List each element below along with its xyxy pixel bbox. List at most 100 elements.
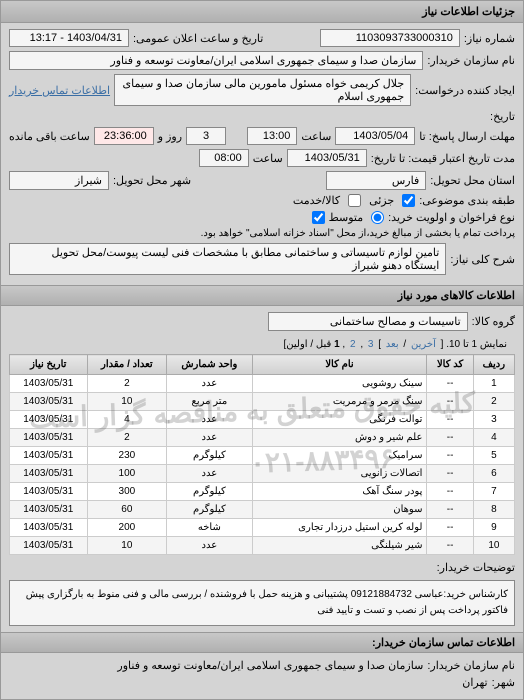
cell-name: توالت فرنگی xyxy=(252,411,427,429)
org-value: سازمان صدا و سیمای جمهوری اسلامی ایران/م… xyxy=(117,659,423,672)
table-row[interactable]: 10--شیر شیلنگیعدد101403/05/31 xyxy=(10,537,515,555)
cell-name: سنگ مرمر و مرمریت xyxy=(252,393,427,411)
cell-n: 1 xyxy=(473,375,514,393)
pager-p3[interactable]: 3 xyxy=(368,339,374,350)
cell-unit: کیلوگرم xyxy=(167,447,252,465)
row-city2: شهر: تهران xyxy=(9,676,515,689)
cell-name: علم شیر و دوش xyxy=(252,429,427,447)
deadline-date-field: 1403/05/04 xyxy=(335,127,415,145)
contact-link[interactable]: اطلاعات تماس خریدار xyxy=(9,84,110,97)
cell-code: -- xyxy=(427,501,473,519)
price-validity-label: مدت تاریخ اعتبار قیمت: تا تاریخ: xyxy=(371,152,515,165)
cell-n: 6 xyxy=(473,465,514,483)
time-label2: ساعت xyxy=(253,152,283,165)
notes-box: کارشناس خرید:عباسی 09121884732 پشتیبانی … xyxy=(9,580,515,626)
city2-value: تهران xyxy=(462,676,487,689)
remain-suffix: ساعت باقی مانده xyxy=(9,130,90,143)
price-time-field: 08:00 xyxy=(199,149,249,167)
payment-checkbox[interactable] xyxy=(312,211,325,224)
payment-note: پرداخت تمام یا بخشی از مبالغ خرید،از محل… xyxy=(201,228,515,239)
row-delivery: استان محل تحویل: فارس شهر محل تحویل: شیر… xyxy=(9,171,515,190)
cell-qty: 230 xyxy=(87,447,167,465)
cell-qty: 10 xyxy=(87,537,167,555)
cell-date: 1403/05/31 xyxy=(10,465,88,483)
pager-last-link[interactable]: آخرین xyxy=(411,339,436,350)
pager-p2[interactable]: 2 xyxy=(350,339,356,350)
table-row[interactable]: 5--سرامیککیلوگرم2301403/05/31 xyxy=(10,447,515,465)
row-history: تاریخ: xyxy=(9,110,515,123)
group-field: تاسیسات و مصالح ساختمانی xyxy=(268,312,468,331)
pager-p1: 1 xyxy=(334,339,340,350)
province-field: فارس xyxy=(326,171,426,190)
cell-qty: 4 xyxy=(87,411,167,429)
cell-n: 4 xyxy=(473,429,514,447)
cell-code: -- xyxy=(427,429,473,447)
col-date: تاریخ نیاز xyxy=(10,355,88,375)
cell-date: 1403/05/31 xyxy=(10,411,88,429)
announce-field: 1403/04/31 - 13:17 xyxy=(9,29,129,47)
table-row[interactable]: 3--توالت فرنگیعدد41403/05/31 xyxy=(10,411,515,429)
cell-qty: 200 xyxy=(87,519,167,537)
deadline-time-field: 13:00 xyxy=(247,127,297,145)
table-row[interactable]: 9--لوله کرین استیل درزدار تجاریشاخه20014… xyxy=(10,519,515,537)
table-row[interactable]: 1--سینک روشوییعدد21403/05/31 xyxy=(10,375,515,393)
cell-date: 1403/05/31 xyxy=(10,375,88,393)
cell-qty: 300 xyxy=(87,483,167,501)
group-label: گروه کالا: xyxy=(472,315,515,328)
cell-name: اتصالات زانویی xyxy=(252,465,427,483)
panel-title: جزئیات اطلاعات نیاز xyxy=(1,1,523,23)
panel-body: شماره نیاز: 1103093733000310 تاریخ و ساع… xyxy=(1,23,523,285)
goods-table: ردیف کد کالا نام کالا واحد شمارش تعداد /… xyxy=(9,354,515,555)
goods-header: اطلاعات کالاهای مورد نیاز xyxy=(1,285,523,306)
col-code: کد کالا xyxy=(427,355,473,375)
contact-header: اطلاعات تماس سازمان خریدار: xyxy=(1,632,523,653)
pager-next-link[interactable]: بعد xyxy=(386,339,399,350)
delivery-addr-label: استان محل تحویل: xyxy=(430,174,515,187)
cell-unit: عدد xyxy=(167,411,252,429)
priority-medium-label: متوسط xyxy=(329,211,364,224)
cell-qty: 2 xyxy=(87,429,167,447)
need-title-label: شرح کلی نیاز: xyxy=(450,253,515,266)
table-row[interactable]: 6--اتصالات زانوییعدد1001403/05/31 xyxy=(10,465,515,483)
main-container: جزئیات اطلاعات نیاز شماره نیاز: 11030937… xyxy=(0,0,524,700)
table-row[interactable]: 2--سنگ مرمر و مرمریتمتر مربع101403/05/31 xyxy=(10,393,515,411)
priority-medium-radio[interactable] xyxy=(371,211,384,224)
col-unit: واحد شمارش xyxy=(167,355,252,375)
cell-qty: 10 xyxy=(87,393,167,411)
city-label: شهر محل تحویل: xyxy=(113,174,191,187)
row-deadline: مهلت ارسال پاسخ: تا 1403/05/04 ساعت 13:0… xyxy=(9,127,515,145)
budget-radio-group: جزئی کالا/خدمت xyxy=(293,194,415,207)
cell-n: 3 xyxy=(473,411,514,429)
col-qty: تعداد / مقدار xyxy=(87,355,167,375)
need-title-field: تامین لوازم تاسیساتی و ساختمانی مطابق با… xyxy=(9,243,446,275)
buyer-field: سازمان صدا و سیمای جمهوری اسلامی ایران/م… xyxy=(9,51,423,70)
cell-date: 1403/05/31 xyxy=(10,501,88,519)
table-row[interactable]: 8--سوهانکیلوگرم601403/05/31 xyxy=(10,501,515,519)
time-label: ساعت xyxy=(301,130,331,143)
cell-code: -- xyxy=(427,519,473,537)
priority-radio-group: متوسط xyxy=(329,211,385,224)
cell-n: 8 xyxy=(473,501,514,519)
partial-checkbox[interactable] xyxy=(402,194,415,207)
city2-label: شهر: xyxy=(492,676,515,689)
cell-name: سوهان xyxy=(252,501,427,519)
announce-label: تاریخ و ساعت اعلان عمومی: xyxy=(133,32,263,45)
cash-checkbox[interactable] xyxy=(348,194,361,207)
history-label: تاریخ: xyxy=(490,110,515,123)
cash-label: کالا/خدمت xyxy=(293,194,340,207)
row-group: گروه کالا: تاسیسات و مصالح ساختمانی xyxy=(9,312,515,331)
requester-field: جلال کریمی خواه مسئول مامورین مالی سازما… xyxy=(114,74,411,106)
row-budget: طبقه بندی موضوعی: جزئی کالا/خدمت xyxy=(9,194,515,207)
remain-days-field: 3 xyxy=(186,127,226,145)
cell-date: 1403/05/31 xyxy=(10,429,88,447)
table-row[interactable]: 7--پودر سنگ آهککیلوگرم3001403/05/31 xyxy=(10,483,515,501)
cell-name: پودر سنگ آهک xyxy=(252,483,427,501)
table-row[interactable]: 4--علم شیر و دوشعدد21403/05/31 xyxy=(10,429,515,447)
city-field: شیراز xyxy=(9,171,109,190)
row-price-validity: مدت تاریخ اعتبار قیمت: تا تاریخ: 1403/05… xyxy=(9,149,515,167)
cell-code: -- xyxy=(427,447,473,465)
requester-label: ایجاد کننده درخواست: xyxy=(415,84,515,97)
cell-unit: عدد xyxy=(167,375,252,393)
remain-time-field: 23:36:00 xyxy=(94,127,154,145)
cell-unit: کیلوگرم xyxy=(167,483,252,501)
